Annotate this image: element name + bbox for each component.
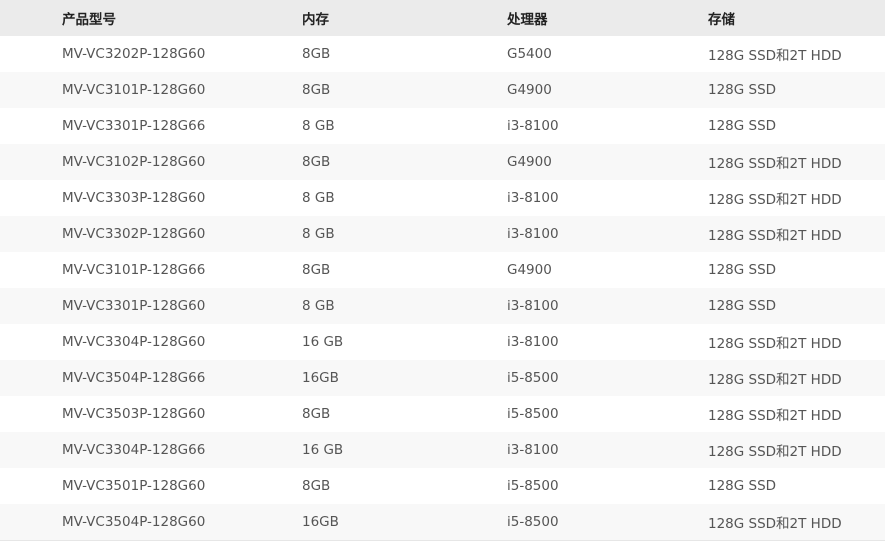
cell-processor: G4900 (507, 154, 552, 170)
cell-processor: i5-8500 (507, 504, 708, 541)
table-row: MV-VC3303P-128G60 8 GB i3-8100 128G SSD和2T … (0, 180, 885, 216)
cell-memory: 16 GB (302, 334, 344, 350)
cell-memory: 8 GB (302, 118, 335, 134)
header-storage: 存储 (708, 12, 735, 28)
table-row: MV-VC3304P-128G66 16 GB i3-8100 128G SSD和2T… (0, 432, 885, 468)
cell-memory: 8 GB (302, 298, 335, 314)
cell-model: MV-VC3304P-128G66 (62, 442, 206, 458)
cell-processor: i5-8500 (507, 370, 559, 386)
cell-processor: i3-8100 (507, 334, 559, 350)
cell-memory: 8GB (302, 262, 331, 278)
cell-memory: 16GB (302, 504, 507, 541)
cell-memory: 8GB (302, 406, 331, 422)
cell-memory: 8GB (302, 46, 331, 62)
table-row: MV-VC3202P-128G60 8GB G5400 128G SSD和2T HDD (0, 36, 885, 72)
cell-storage: 128G SSD和2T HDD (708, 228, 842, 244)
cell-processor: i3-8100 (507, 118, 559, 134)
cell-model: MV-VC3301P-128G60 (62, 298, 206, 314)
cell-storage: 128G SSD (708, 118, 777, 134)
cell-memory: 16 GB (302, 442, 344, 458)
cell-memory: 8 GB (302, 226, 335, 242)
cell-memory: 8 GB (302, 190, 335, 206)
cell-memory: 8GB (302, 154, 331, 170)
cell-model: MV-VC3504P-128G60 (0, 504, 302, 541)
table-row: MV-VC3501P-128G60 8GB i5-8500 128G SSD (0, 468, 885, 504)
header-memory: 内存 (302, 12, 329, 28)
cell-processor: i5-8500 (507, 406, 559, 422)
cell-model: MV-VC3101P-128G66 (62, 262, 206, 278)
cell-model: MV-VC3303P-128G60 (62, 190, 206, 206)
table-row: MV-VC3503P-128G60 8GB i5-8500 128G SSD和2T H… (0, 396, 885, 432)
table-row: MV-VC3102P-128G60 8GB G4900 128G SSD和2T HDD (0, 144, 885, 180)
table-row: MV-VC3301P-128G66 8 GB i3-8100 128G SSD (0, 108, 885, 144)
cell-processor: i3-8100 (507, 442, 559, 458)
cell-memory: 8GB (302, 82, 331, 98)
cell-model: MV-VC3202P-128G60 (62, 46, 206, 62)
cell-model: MV-VC3301P-128G66 (62, 118, 206, 134)
cell-storage: 128G SSD和2T HDD (708, 156, 842, 172)
cell-storage: 128G SSD (708, 298, 777, 314)
cell-storage: 128G SSD和2T HDD (708, 192, 842, 208)
cell-storage: 128G SSD和2T HDD (708, 48, 842, 64)
cell-storage: 128G SSD (708, 478, 777, 494)
table-row: MV-VC3504P-128G60 16GB i5-8500 128G SSD和2T … (0, 504, 885, 541)
table-row: MV-VC3304P-128G60 16 GB i3-8100 128G SSD和2T… (0, 324, 885, 360)
table-row: MV-VC3101P-128G60 8GB G4900 128G SSD (0, 72, 885, 108)
cell-processor: G4900 (507, 262, 552, 278)
cell-processor: i3-8100 (507, 298, 559, 314)
cell-storage: 128G SSD和2T HDD (708, 408, 842, 424)
cell-model: MV-VC3503P-128G60 (62, 406, 206, 422)
cell-storage: 128G SSD和2T HDD (708, 504, 885, 541)
table-row: MV-VC3302P-128G60 8 GB i3-8100 128G SSD和2T … (0, 216, 885, 252)
cell-model: MV-VC3501P-128G60 (62, 478, 206, 494)
cell-processor: i5-8500 (507, 478, 559, 494)
cell-processor: G5400 (507, 46, 552, 62)
cell-model: MV-VC3304P-128G60 (62, 334, 206, 350)
cell-processor: i3-8100 (507, 226, 559, 242)
cell-storage: 128G SSD和2T HDD (708, 372, 842, 388)
cell-memory: 16GB (302, 370, 339, 386)
cell-model: MV-VC3302P-128G60 (62, 226, 206, 242)
cell-storage: 128G SSD和2T HDD (708, 336, 842, 352)
header-model: 产品型号 (62, 12, 116, 28)
cell-model: MV-VC3504P-128G66 (62, 370, 206, 386)
table-row: MV-VC3301P-128G60 8 GB i3-8100 128G SSD (0, 288, 885, 324)
cell-storage: 128G SSD (708, 262, 777, 278)
header-processor: 处理器 (507, 12, 548, 28)
cell-memory: 8GB (302, 478, 331, 494)
cell-storage: 128G SSD和2T HDD (708, 444, 842, 460)
table-row: MV-VC3101P-128G66 8GB G4900 128G SSD (0, 252, 885, 288)
cell-model: MV-VC3102P-128G60 (62, 154, 206, 170)
cell-processor: G4900 (507, 82, 552, 98)
table-header-row: 产品型号 内存 处理器 存储 (0, 0, 885, 36)
cell-storage: 128G SSD (708, 82, 777, 98)
cell-processor: i3-8100 (507, 190, 559, 206)
table-row: MV-VC3504P-128G66 16GB i5-8500 128G SSD和2T … (0, 360, 885, 396)
cell-model: MV-VC3101P-128G60 (62, 82, 206, 98)
